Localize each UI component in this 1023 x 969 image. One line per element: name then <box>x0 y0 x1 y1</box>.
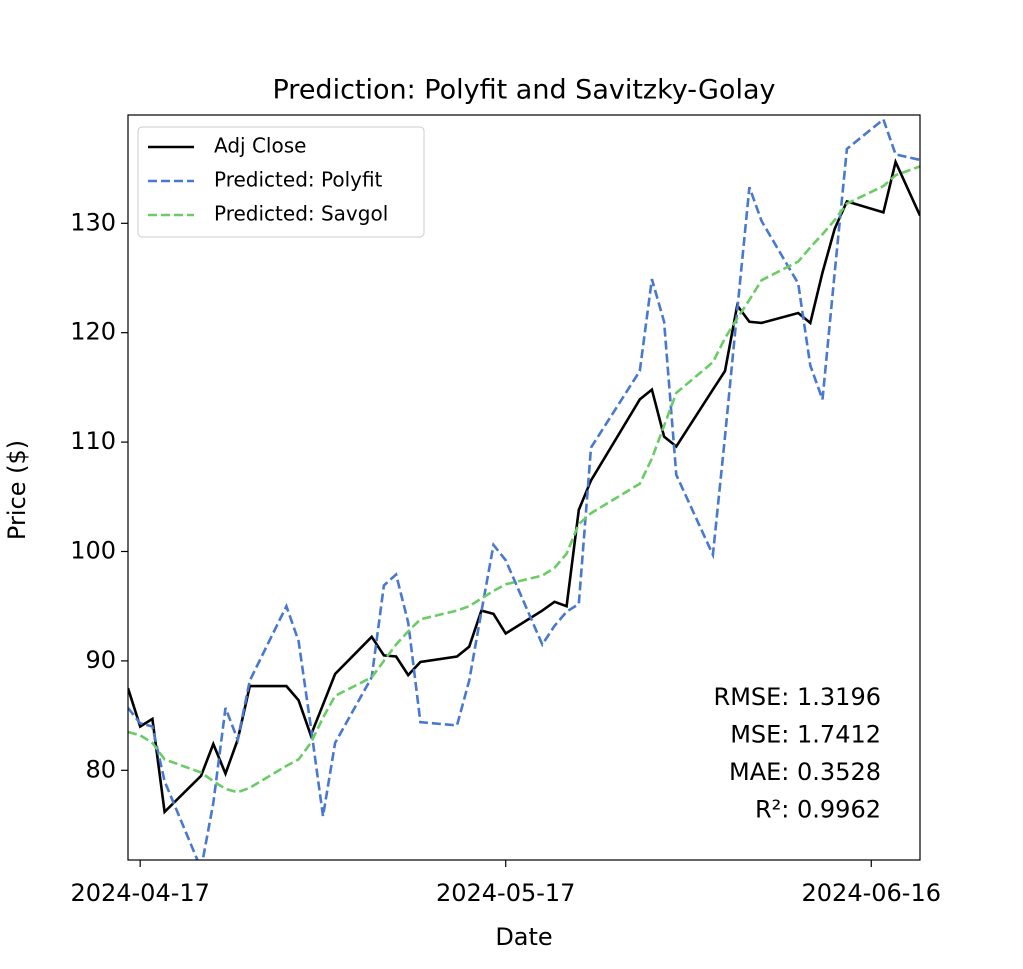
x-tick-label: 2024-06-16 <box>802 879 941 907</box>
metric-annotation: RMSE: 1.3196 <box>714 683 881 711</box>
y-tick-label: 100 <box>70 536 116 564</box>
plot-lines <box>128 117 920 860</box>
metric-annotation: MAE: 0.3528 <box>729 758 881 786</box>
y-tick-label: 80 <box>85 755 116 783</box>
legend-label: Predicted: Savgol <box>214 202 388 226</box>
y-tick-label: 110 <box>70 427 116 455</box>
metric-annotation: R²: 0.9962 <box>755 796 881 824</box>
legend-label: Predicted: Polyfit <box>214 168 383 192</box>
y-axis-label: Price ($) <box>3 440 31 540</box>
x-axis-label: Date <box>495 923 552 951</box>
x-tick-label: 2024-05-17 <box>436 879 575 907</box>
series-line <box>128 117 920 860</box>
legend-label: Adj Close <box>214 134 306 158</box>
y-tick-label: 90 <box>85 646 116 674</box>
y-tick-label: 120 <box>70 318 116 346</box>
y-tick-label: 130 <box>70 208 116 236</box>
x-tick-label: 2024-04-17 <box>70 879 209 907</box>
chart-title: Prediction: Polyfit and Savitzky-Golay <box>273 75 776 106</box>
plot-frame <box>127 114 921 861</box>
metric-annotation: MSE: 1.7412 <box>730 721 881 749</box>
legend-box <box>137 126 425 238</box>
series-line <box>128 165 920 794</box>
